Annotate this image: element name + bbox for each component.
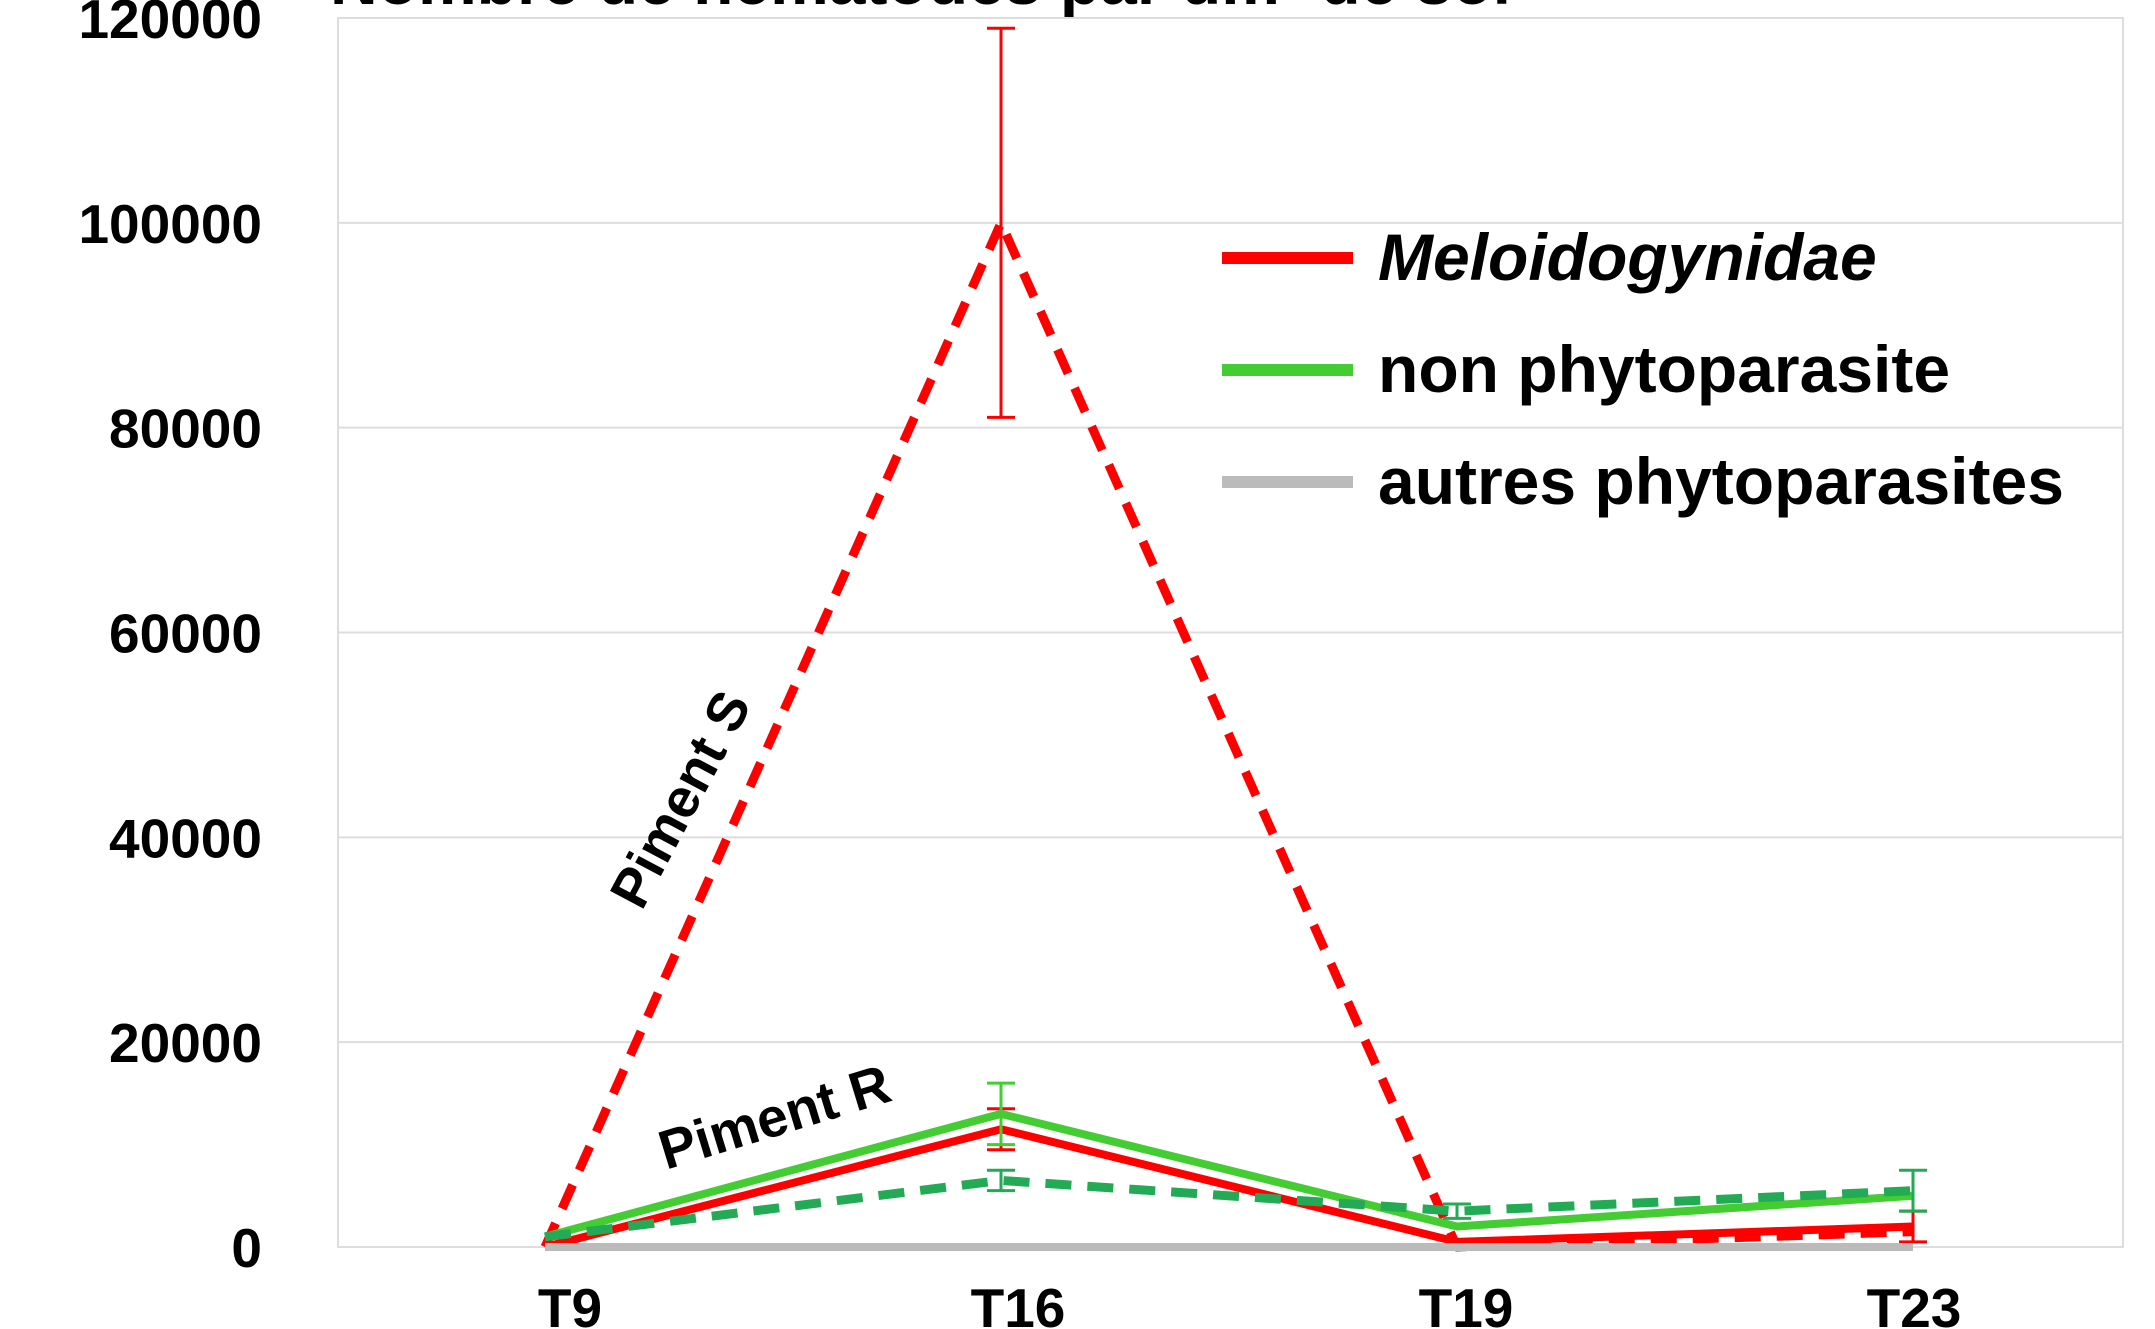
x-tick-label: T23 [1867,1277,1962,1329]
legend-label: autres phytoparasites [1378,444,2064,518]
annotation: Piment S [598,681,763,918]
y-tick-label: 80000 [109,398,262,460]
y-tick-label: 0 [231,1217,262,1279]
x-tick-label: T16 [971,1277,1066,1329]
x-tick-label: T19 [1419,1277,1514,1329]
x-tick-label: T9 [538,1277,602,1329]
series-line [543,1109,1914,1241]
series-line [540,218,1914,1252]
y-tick-label: 20000 [109,1012,262,1074]
error-bar [987,1168,1015,1193]
y-tick-label: 60000 [109,603,262,665]
chart-title: Nombre de nématodes par dm³ de sol [330,0,1511,18]
plot [540,26,1927,1252]
error-bar [987,1081,1015,1147]
error-bar [987,26,1015,419]
y-tick-label: 40000 [109,807,262,869]
legend-label: Meloidogynidae [1378,220,1877,294]
y-tick-label: 100000 [78,193,262,255]
legend-label: non phytoparasite [1378,332,1950,406]
error-bar [1443,1202,1471,1220]
series-line [544,1175,1914,1242]
error-bar [1899,1168,1927,1213]
series-line [543,1125,1914,1251]
y-tick-label: 120000 [78,0,262,50]
